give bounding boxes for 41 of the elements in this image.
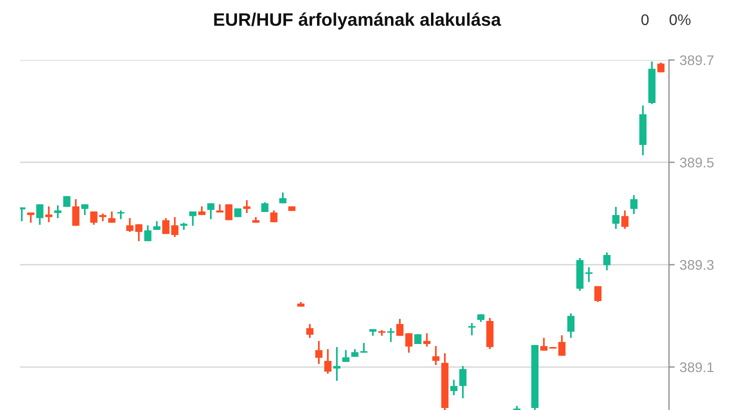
candlestick [279,192,286,204]
candlestick [567,312,574,339]
candlestick [342,349,350,363]
candlestick [585,266,592,283]
candlestick [189,210,196,227]
candlestick [423,332,430,348]
candlestick [405,332,412,354]
candlestick [630,194,638,215]
y-tick-label: 389.5 [680,158,714,168]
chart-title: EUR/HUF árfolyamának alakulása [214,12,502,30]
candlestick [315,340,322,365]
candlestick [468,322,476,336]
candlestick [243,199,250,214]
candlestick [540,337,548,352]
candlestick [594,285,602,303]
candlestick [459,365,466,400]
candlestick [45,206,52,224]
candlestick [612,206,620,230]
candlestick [450,378,458,396]
candlestick [558,334,566,357]
y-tick-label: 389.7 [680,55,714,66]
y-tick-label: 389.3 [680,260,714,270]
candlestick [603,252,610,272]
candlestick [387,327,394,343]
candlestick [324,348,332,375]
candlestick [144,224,152,242]
candlestick [36,203,44,226]
candlestick [621,210,628,230]
candlestick [63,195,70,208]
candlestick [306,323,314,339]
text: 0 [641,14,649,26]
candlestick [72,198,80,227]
candlestick [54,204,62,219]
candlestick [333,346,340,382]
text: 0% [670,14,690,26]
y-tick-label: 389.1 [680,362,714,372]
candlestick [396,318,404,337]
candlestick [432,345,440,366]
candlestick [657,62,664,74]
candlestick [261,201,268,213]
candlestick [207,202,214,220]
